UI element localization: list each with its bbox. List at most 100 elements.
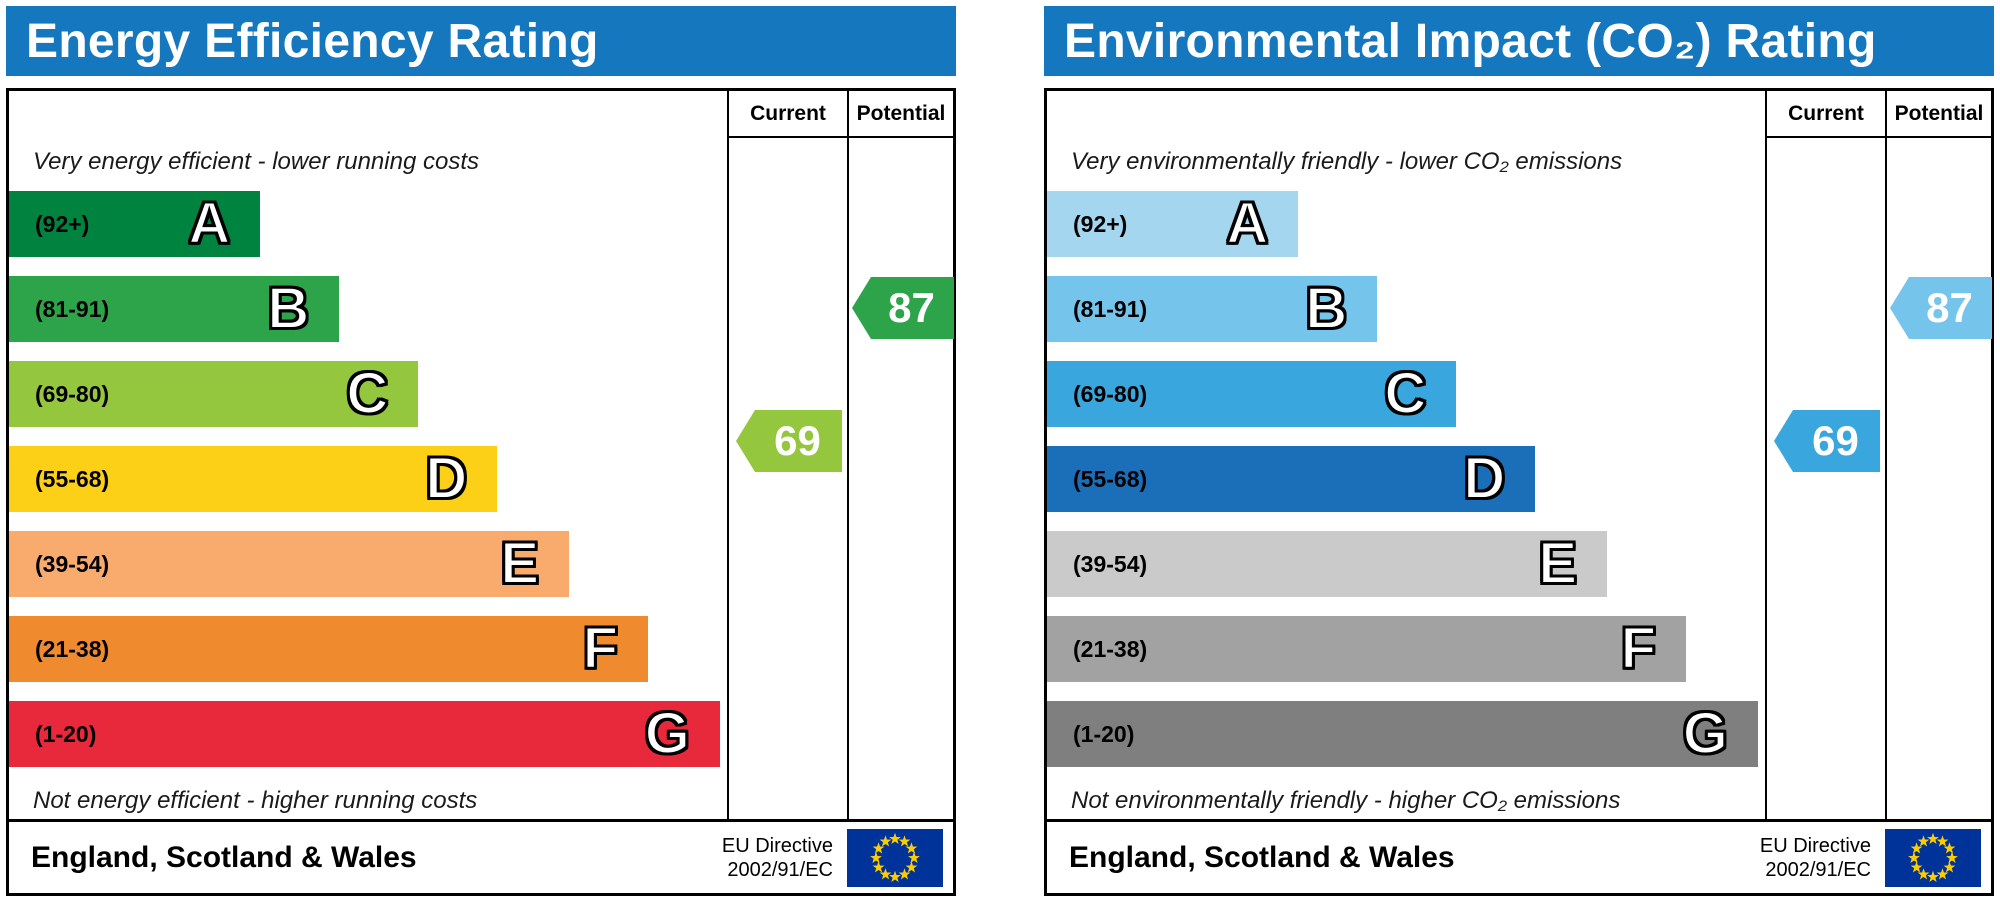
band-letter: C — [345, 361, 389, 426]
eu-flag-star — [1936, 867, 1949, 879]
environmental-impact-chart: Very environmentally friendly - lower CO… — [1044, 88, 1994, 896]
eu-flag-star — [1946, 851, 1958, 863]
eu-flag-star — [1917, 834, 1930, 847]
band-range-label: (81-91) — [1073, 295, 1148, 322]
current-column-header: Current — [729, 91, 847, 138]
eu-flag-star — [1910, 860, 1923, 873]
co2-current-marker: 69 — [1774, 410, 1880, 472]
eu-flag-star — [879, 834, 892, 847]
eu-directive-line2: 2002/91/EC — [1765, 858, 1871, 881]
band-range-label: (39-54) — [35, 550, 110, 577]
energy-potential-column: Potential 87 — [847, 91, 954, 819]
eu-flag-star — [1936, 834, 1949, 847]
energy-band-b: (81-91) B — [9, 276, 340, 342]
energy-current-value: 69 — [774, 417, 821, 464]
band-range-label: (1-20) — [35, 720, 97, 747]
band-letter: G — [644, 701, 691, 766]
eu-flag-star — [872, 841, 885, 854]
energy-band-d: (55-68) D — [9, 446, 498, 512]
eu-flag-star — [872, 860, 885, 873]
eu-flag-star — [1943, 860, 1956, 873]
co2-band-e: (39-54) E — [1047, 531, 1608, 597]
eu-flag-star — [889, 832, 901, 844]
eu-flag-icon — [847, 828, 943, 887]
eu-flag-star — [898, 867, 911, 879]
eu-flag-star — [1917, 867, 1930, 879]
co2-top-note: Very environmentally friendly - lower CO… — [1071, 148, 1623, 175]
energy-bottom-note: Not energy efficient - higher running co… — [33, 787, 478, 814]
band-letter: D — [424, 446, 468, 511]
energy-potential-marker: 87 — [852, 277, 954, 339]
region-label: England, Scotland & Wales — [1069, 840, 1455, 874]
band-letter: F — [1620, 616, 1657, 681]
eu-directive-line1: EU Directive — [721, 834, 833, 857]
band-letter: F — [582, 616, 619, 681]
eu-flag-star — [1927, 870, 1939, 882]
co2-bands-area: Very environmentally friendly - lower CO… — [1047, 91, 1765, 819]
energy-efficiency-chart-body: Very energy efficient - lower running co… — [9, 91, 954, 819]
energy-band-e: (39-54) E — [9, 531, 570, 597]
co2-band-f: (21-38) F — [1047, 616, 1687, 682]
co2-band-b: (81-91) B — [1047, 276, 1378, 342]
co2-band-c: (69-80) C — [1047, 361, 1457, 427]
co2-band-g: (1-20) G — [1047, 701, 1758, 767]
eu-directive-line2: 2002/91/EC — [727, 858, 833, 881]
eu-flag-star — [889, 870, 901, 882]
band-range-label: (92+) — [1073, 210, 1128, 237]
environmental-impact-chart-body: Very environmentally friendly - lower CO… — [1047, 91, 1992, 819]
co2-current-column: Current 69 — [1765, 91, 1885, 819]
potential-column-header: Potential — [1887, 91, 1991, 138]
co2-potential-marker: 87 — [1890, 277, 1992, 339]
eu-flag-star — [1943, 841, 1956, 854]
eu-flag-star — [898, 834, 911, 847]
energy-potential-value: 87 — [888, 284, 935, 331]
eu-flag-star — [905, 860, 918, 873]
band-letter: E — [499, 531, 540, 596]
environmental-impact-title: Environmental Impact (CO₂) Rating — [1064, 14, 1877, 68]
band-range-label: (55-68) — [35, 465, 110, 492]
energy-band-g: (1-20) G — [9, 701, 720, 767]
band-letter: D — [1462, 446, 1506, 511]
band-range-label: (55-68) — [1073, 465, 1148, 492]
eu-flag-star — [908, 851, 920, 863]
region-label: England, Scotland & Wales — [31, 840, 417, 874]
current-column-header: Current — [1767, 91, 1885, 138]
band-range-label: (21-38) — [35, 635, 110, 662]
panel-energy-efficiency: Energy Efficiency Rating Very energy eff… — [6, 6, 956, 896]
energy-bands-area: Very energy efficient - lower running co… — [9, 91, 727, 819]
band-range-label: (39-54) — [1073, 550, 1148, 577]
band-range-label: (21-38) — [1073, 635, 1148, 662]
co2-band-list: (92+) A (81-91) B (69-80) C (55-68) — [1047, 191, 1765, 767]
eu-flag-star — [870, 851, 882, 863]
co2-potential-column: Potential 87 — [1885, 91, 1992, 819]
energy-band-list: (92+) A (81-91) B (69-80) C (55-68) — [9, 191, 727, 767]
energy-efficiency-title: Energy Efficiency Rating — [26, 14, 599, 68]
energy-current-marker: 69 — [736, 410, 842, 472]
energy-band-f: (21-38) F — [9, 616, 649, 682]
energy-band-c: (69-80) C — [9, 361, 419, 427]
band-letter: B — [1304, 276, 1348, 341]
band-range-label: (92+) — [35, 210, 90, 237]
co2-potential-value: 87 — [1926, 284, 1973, 331]
co2-current-value: 69 — [1812, 417, 1859, 464]
eu-directive-label: EU Directive 2002/91/EC — [722, 834, 833, 882]
band-letter: A — [1225, 191, 1269, 256]
panel-environmental-impact: Environmental Impact (CO₂) Rating Very e… — [1044, 6, 1994, 896]
band-letter: B — [266, 276, 310, 341]
eu-flag-star — [1910, 841, 1923, 854]
band-range-label: (1-20) — [1073, 720, 1135, 747]
co2-bottom-note: Not environmentally friendly - higher CO… — [1071, 787, 1621, 814]
environmental-impact-header: Environmental Impact (CO₂) Rating — [1044, 6, 1994, 76]
band-range-label: (81-91) — [35, 295, 110, 322]
eu-flag-star — [905, 841, 918, 854]
band-letter: A — [187, 191, 231, 256]
co2-chart-footer: England, Scotland & Wales EU Directive 2… — [1047, 819, 1991, 893]
energy-band-a: (92+) A — [9, 191, 261, 257]
band-letter: E — [1537, 531, 1578, 596]
band-range-label: (69-80) — [1073, 380, 1148, 407]
eu-flag-star — [1908, 851, 1920, 863]
co2-band-d: (55-68) D — [1047, 446, 1536, 512]
eu-flag-star — [879, 867, 892, 879]
energy-chart-footer: England, Scotland & Wales EU Directive 2… — [9, 819, 953, 893]
